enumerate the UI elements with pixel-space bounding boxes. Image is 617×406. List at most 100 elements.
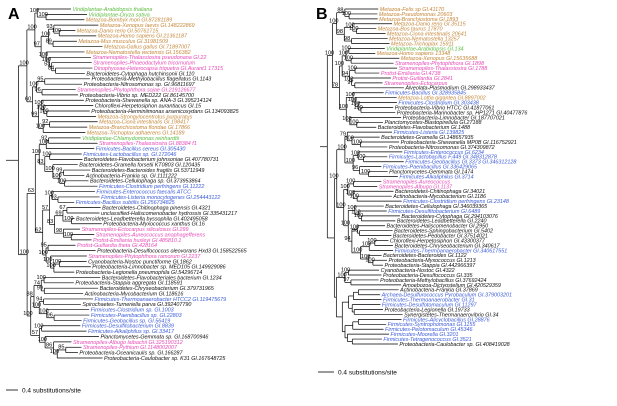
- tip-label: Viridiplantae-Oryza sativa: [88, 12, 149, 18]
- support-value: 100: [339, 51, 348, 57]
- tip-label: Metazoa-Lottia gigantea GI.8897002: [398, 96, 486, 102]
- support-value: 98: [56, 228, 62, 234]
- tip-label: Metazoa-Ciona intestinalis GI.198417: [99, 120, 190, 126]
- tip-label: Stramenopiles-Phytophthora ramorum GI.22…: [88, 254, 201, 260]
- support-value: 96: [352, 165, 358, 171]
- support-value: 100: [42, 151, 51, 157]
- tip-label: Firmicutes-Alicyclobacillus GI.28876: [403, 317, 490, 323]
- support-value: 100: [337, 145, 346, 151]
- tip-label: Firmicutes-Desulfotomaculum GI.11297: [382, 302, 478, 308]
- tip-label: Synergistetes-Thermanaerovibrio GI.34: [404, 312, 498, 318]
- tip-label: Metazoa-Pseudomonas 20603: [379, 12, 452, 18]
- support-value: 100: [353, 105, 362, 111]
- support-value: 100: [347, 205, 356, 211]
- tip-label: Firmicutes-Clostridium perfringens GI.23…: [403, 199, 509, 205]
- branches: [320, 8, 404, 345]
- support-value: 100: [361, 254, 370, 260]
- tip-label: Proteobacteria-Oceanicaulis sp. GI.16628…: [79, 351, 183, 357]
- support-value: 67: [59, 205, 65, 211]
- support-value: 57: [32, 330, 38, 336]
- tip-label: Cyanobacteria-Nostoc punctiforme GI.1862: [88, 259, 192, 265]
- support-value: 97: [343, 277, 349, 283]
- scale-bar-label: 0.4 substitutions/site: [338, 369, 397, 376]
- support-value: 100: [32, 149, 41, 155]
- support-value: 100: [45, 166, 54, 172]
- support-value: 100: [41, 31, 50, 37]
- tip-label: Metazoa-Trichoplax 15911: [391, 41, 454, 47]
- support-value: 100: [367, 238, 376, 244]
- tip-label: Protist-Emiliania GI.4738: [381, 71, 441, 77]
- support-value: 95: [41, 243, 47, 249]
- support-value: 84: [48, 66, 54, 72]
- tip-label: Stramenopiles-Aureococcus anophagefferen…: [96, 232, 206, 238]
- support-value: 100: [30, 8, 39, 14]
- tip-label: Chloroflexi-Herpetosiphon aurantiacus GI…: [95, 104, 202, 110]
- support-value: 100: [361, 169, 370, 175]
- support-value: 100: [42, 57, 51, 63]
- support-value: 94: [342, 71, 348, 77]
- tip-label: Firmicutes-Tetragenococcus GI.3521: [383, 337, 471, 343]
- tip-label: Metazoa-Felis sp GI.41170: [380, 7, 444, 13]
- tip-label: Bacteroidetes-Pedobacter GI.37514021: [393, 234, 488, 240]
- support-value: 100: [350, 224, 359, 230]
- tip-label: Bacteroidetes-Cytophaga GI.294103076: [401, 214, 498, 220]
- tree-panel-b: B 100 88 100 100 98 98 100 100 100 100 100 97 100 94 1…: [312, 0, 617, 406]
- support-value: 88: [26, 291, 32, 297]
- support-value: 79: [340, 131, 346, 137]
- panel-label-a: A: [8, 6, 20, 23]
- tip-label: Actinobacteria-Frankia sp. GI.1111222: [85, 173, 177, 179]
- tip-label: Proteobacteria-Stappia GI.442966397: [384, 263, 476, 269]
- tip-label: Stramenopiles-Thalassiosira pseudonana G…: [93, 55, 207, 61]
- tip-label: Metazoa-Xenopus laevis GI.148222869: [100, 23, 195, 29]
- support-value: 100: [346, 92, 355, 98]
- support-value: 100: [336, 202, 345, 208]
- tip-label: Stramenopiles-Thalassiosira GI.1788: [399, 66, 488, 72]
- tip-label: Firmicutes-Clostridium perfringens GI.11…: [99, 184, 204, 190]
- support-value: 100: [335, 61, 344, 67]
- tip-label: Bacteroidetes-Gramella GI.148657935: [381, 135, 474, 141]
- tip-label: Metazoa-Homo sapiens GI.21361187: [98, 34, 188, 40]
- tip-label: Proteobacteria-Limnobacter GI.187707021: [403, 115, 505, 121]
- tip-label: Bacteroidetes-Sphingobacterium GI.5402: [394, 229, 493, 235]
- support-value: 53: [44, 62, 50, 68]
- support-value: 100: [342, 11, 351, 17]
- tip-label: Proteobacteria-Legionella pneumophila GI…: [76, 270, 202, 276]
- support-value: 100: [52, 259, 61, 265]
- support-value: 99: [56, 168, 62, 174]
- support-value: 100: [34, 323, 43, 329]
- tip-label: Bacteroidetes-Leadbetterella GI.2240: [397, 219, 487, 225]
- phylogenetic-tree-b: 1008810010098981001001001001009710094100…: [318, 7, 527, 376]
- support-value: 100: [353, 139, 362, 145]
- tip-label: Spirochaetes-Turneriella parva GI.392407…: [82, 302, 191, 308]
- support-value: 100: [351, 209, 360, 215]
- support-values: 1008810010098981001001001001009710094100…: [325, 7, 377, 283]
- support-value: 100: [346, 158, 355, 164]
- tip-label: Metazoa-Danio rerio GI.35115: [394, 22, 467, 28]
- support-value: 100: [339, 104, 348, 110]
- support-value: 85: [58, 345, 64, 351]
- tip-label: Stramenopiles-Albugo laibachii GI.325190…: [73, 340, 183, 346]
- tip-label: Metazoa-Bos taurus 17870: [378, 27, 443, 33]
- tip-label: Stramenopiles-Thalassiosira GI.88384 f1: [99, 141, 197, 147]
- tree-panel-a: A 100 100 100 93 89 100 84 53 100 100 97 100 95 96 100…: [6, 6, 248, 394]
- tip-label: Protist-Guillardia theta GI.428164: [77, 243, 157, 249]
- support-value: 100: [340, 184, 349, 190]
- tip-label: Planctomycetes-Blastopirellula GI.27188: [384, 120, 481, 126]
- tip-label: Amoebozoa-Dictyostelium GI.420529359: [402, 283, 501, 289]
- support-value: 100: [351, 101, 360, 107]
- support-value: 92: [42, 119, 48, 125]
- tip-label: Firmicutes-Listeria GI.139825: [394, 130, 466, 136]
- tip-label: Stramenopiles-Phytophthora GI.1898: [395, 61, 484, 67]
- tip-label: Stramenopiles-Pythium GI.1148002007: [83, 345, 178, 351]
- tip-label: Dinophyceae-Heterocapsa triquetra GI.Aur…: [94, 66, 224, 72]
- tip-label: Viridiplantae-Arabidopsis thaliana: [72, 7, 152, 13]
- support-value: 100: [365, 258, 374, 264]
- support-value: 57: [42, 205, 48, 211]
- support-value: 94: [36, 296, 42, 302]
- tip-label: Firmicutes-Enterococcus faecalis ATCC: [96, 189, 191, 195]
- support-value: 100: [346, 190, 355, 196]
- support-value: 100: [329, 18, 338, 24]
- tip-label: Stramenopiles-Phytophthora sojae GI.2191…: [77, 87, 196, 93]
- tip-label: Firmicutes-Clostridium sp. GI.1003: [91, 308, 174, 314]
- tip-label: Firmicutes-Clostridium GI.303438: [398, 101, 478, 107]
